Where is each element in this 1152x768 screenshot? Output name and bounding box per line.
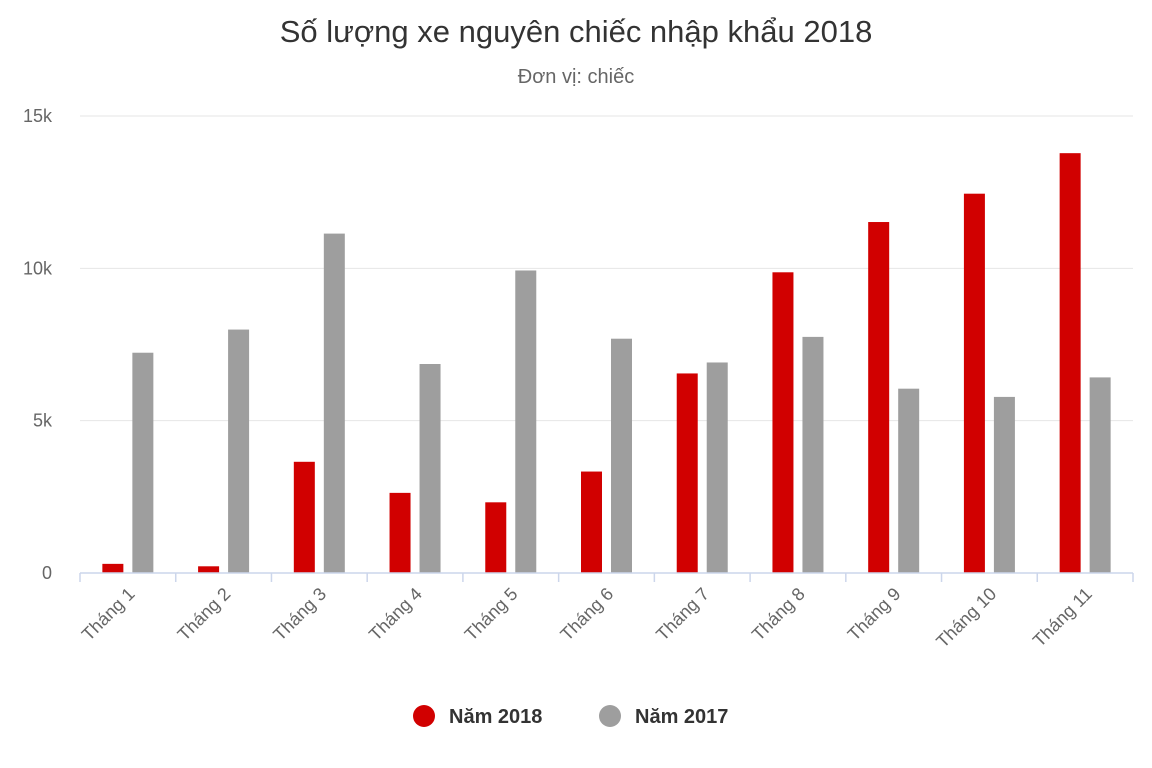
x-tick-label: Tháng 2 bbox=[174, 584, 235, 645]
x-tick-label: Tháng 10 bbox=[932, 584, 1000, 652]
bar-series-2[interactable] bbox=[802, 336, 824, 573]
legend-label[interactable]: Năm 2017 bbox=[635, 706, 728, 728]
bars bbox=[102, 153, 1111, 574]
bar-series-2[interactable] bbox=[1089, 377, 1111, 573]
bar-series-1[interactable] bbox=[581, 471, 602, 573]
x-tick-label: Tháng 8 bbox=[748, 584, 809, 645]
chart-title: Số lượng xe nguyên chiếc nhập khẩu 2018 bbox=[279, 14, 873, 49]
y-tick-label: 0 bbox=[42, 563, 52, 583]
chart-subtitle: Đơn vị: chiếc bbox=[517, 66, 635, 88]
legend-marker[interactable] bbox=[413, 705, 435, 727]
legend-label[interactable]: Năm 2018 bbox=[449, 706, 542, 728]
grid-lines bbox=[80, 115, 1133, 422]
bar-series-2[interactable] bbox=[515, 270, 537, 573]
bar-series-2[interactable] bbox=[419, 363, 441, 573]
x-axis-ticks: Tháng 1 Tháng 2 Tháng 3 Tháng 4 Tháng 5 Tháng… bbox=[78, 584, 1096, 652]
x-tick-label: Tháng 3 bbox=[269, 584, 330, 645]
legend[interactable]: Năm 2018 Năm 2017 bbox=[413, 705, 728, 728]
bar-series-2[interactable] bbox=[611, 338, 632, 573]
x-axis bbox=[79, 572, 1134, 582]
y-tick-label: 5k bbox=[33, 411, 53, 431]
bar-series-2[interactable] bbox=[132, 352, 154, 573]
x-tick-label: Tháng 9 bbox=[844, 584, 905, 645]
x-tick-label: Tháng 5 bbox=[461, 584, 522, 645]
bar-series-1[interactable] bbox=[485, 502, 507, 573]
bar-series-1[interactable] bbox=[198, 566, 220, 573]
y-tick-label: 10k bbox=[23, 258, 53, 278]
bar-series-1[interactable] bbox=[868, 222, 890, 574]
bar-series-1[interactable] bbox=[293, 461, 315, 573]
bar-series-1[interactable] bbox=[963, 193, 985, 573]
bar-series-2[interactable] bbox=[228, 329, 250, 573]
bar-series-2[interactable] bbox=[898, 388, 920, 573]
bar-series-1[interactable] bbox=[676, 373, 698, 573]
bar-series-1[interactable] bbox=[102, 563, 124, 573]
x-tick-label: Tháng 7 bbox=[652, 584, 713, 645]
bar-series-2[interactable] bbox=[323, 233, 345, 574]
x-tick-label: Tháng 11 bbox=[1029, 584, 1096, 651]
y-tick-label: 15k bbox=[23, 106, 53, 126]
legend-marker[interactable] bbox=[599, 705, 621, 727]
x-tick-label: Tháng 1 bbox=[78, 584, 139, 645]
x-tick-label: Tháng 6 bbox=[556, 584, 617, 645]
y-axis-ticks: 0 5k 10k 15k bbox=[23, 106, 53, 583]
bar-series-2[interactable] bbox=[706, 362, 728, 573]
bar-series-2[interactable] bbox=[993, 396, 1015, 573]
bar-series-1[interactable] bbox=[1059, 153, 1081, 574]
x-tick-label: Tháng 4 bbox=[365, 584, 426, 645]
bar-series-1[interactable] bbox=[772, 272, 794, 573]
bar-series-1[interactable] bbox=[389, 492, 411, 573]
